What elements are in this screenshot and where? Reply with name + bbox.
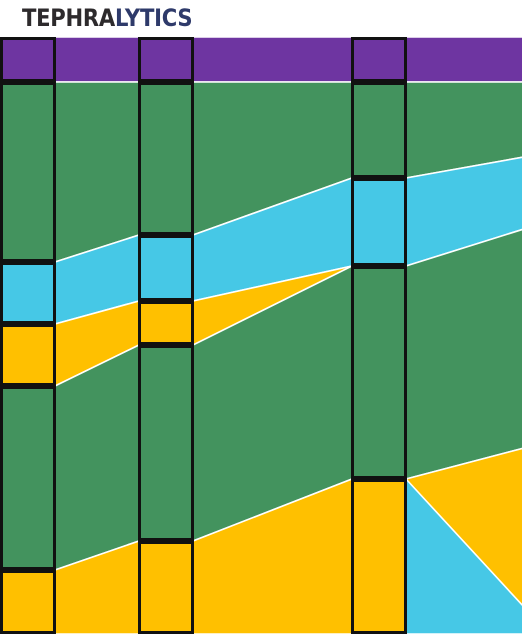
column-2-block-5-green [138, 345, 194, 541]
flows-layer [54, 36, 522, 635]
column-2-block-4-yellow [138, 301, 194, 345]
column-1-block-6-yellow [0, 570, 56, 634]
column-2-block-2-green [138, 82, 194, 235]
flow-ribbon-purple-1 [54, 36, 140, 83]
column-2-block-6-yellow [138, 541, 194, 634]
column-3-block-2-green [351, 82, 407, 178]
column-2-block-1-purple [138, 37, 194, 82]
flow-ribbon-purple-7 [192, 36, 353, 83]
flow-ribbon-green-2 [54, 81, 140, 263]
column-1-block-1-purple [0, 37, 56, 82]
column-1-block-4-yellow [0, 324, 56, 386]
column-3-block-5-yellow [351, 479, 407, 634]
column-3-block-1-purple [351, 37, 407, 82]
trailing-ribbon-purple-1 [405, 36, 522, 83]
brand-logo-part-a: TEPHRA [22, 4, 116, 32]
column-1-block-3-cyan [0, 262, 56, 324]
column-3-block-4-green [351, 266, 407, 479]
trailing-ribbon-green-4 [405, 228, 522, 480]
column-3-block-3-cyan [351, 178, 407, 266]
blocks-layer [0, 37, 407, 634]
brand-logo-part-b: LYTICS [115, 4, 193, 32]
column-2-block-3-cyan [138, 235, 194, 301]
column-1-block-5-green [0, 386, 56, 570]
brand-logo: TEPHRALYTICS [22, 3, 193, 33]
column-1-block-2-green [0, 82, 56, 262]
